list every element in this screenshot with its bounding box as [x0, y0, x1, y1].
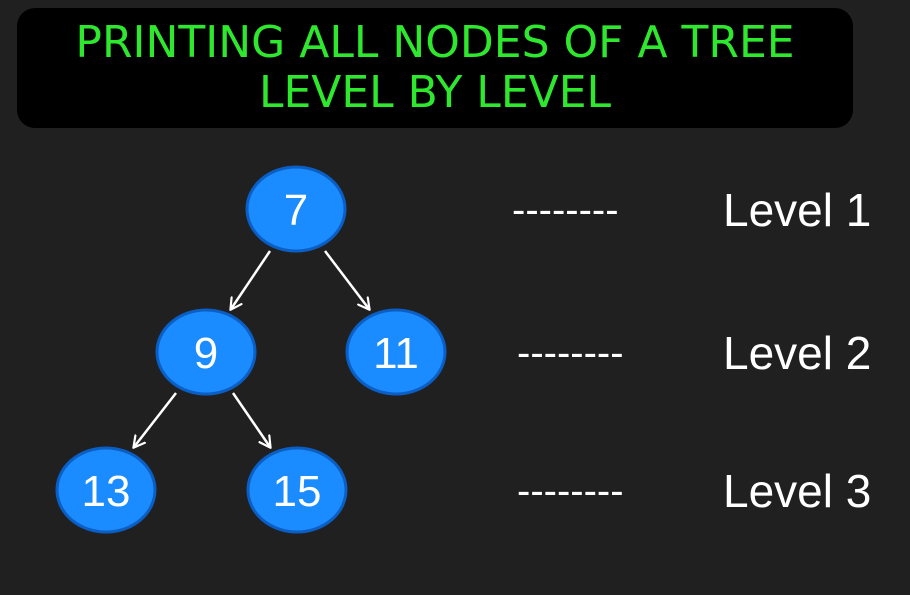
tree-node: 15 — [246, 446, 348, 534]
node-label: 15 — [273, 467, 322, 516]
edge-7-11 — [324, 250, 369, 309]
level-dashes: -------- — [517, 469, 624, 513]
level-dashes: -------- — [512, 188, 619, 232]
tree-node: 9 — [155, 308, 257, 396]
level-dashes: -------- — [517, 331, 624, 375]
tree-node: 7 — [245, 165, 347, 253]
title-line-1: PRINTING ALL NODES OF A TREE — [75, 17, 795, 68]
level-label: Level 3 — [723, 465, 871, 517]
node-label: 11 — [373, 329, 419, 378]
edge-9-15 — [231, 392, 270, 447]
node-label: 9 — [194, 329, 218, 378]
level-label: Level 1 — [723, 184, 871, 236]
node-label: 13 — [82, 467, 131, 516]
title-line-2: LEVEL BY LEVEL — [258, 67, 612, 118]
tree-node: 13 — [55, 446, 157, 534]
edge-7-9 — [231, 250, 272, 309]
edge-9-13 — [134, 392, 177, 447]
node-label: 7 — [284, 186, 308, 235]
tree-node: 11 — [345, 308, 447, 396]
title-banner: PRINTING ALL NODES OF A TREE LEVEL BY LE… — [17, 8, 853, 128]
level-label: Level 2 — [723, 327, 871, 379]
